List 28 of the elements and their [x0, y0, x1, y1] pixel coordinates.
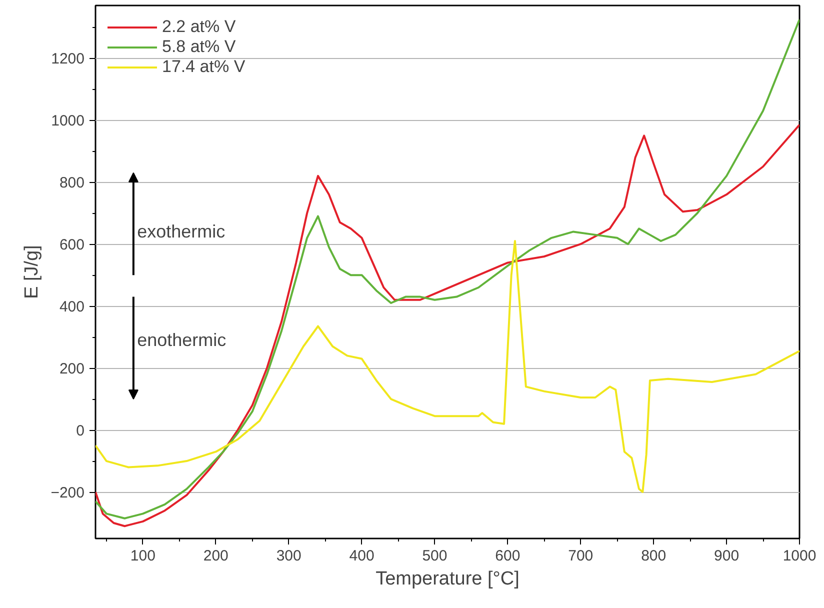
y-tick-label: 1200	[51, 50, 85, 68]
x-tick-label: 800	[641, 548, 666, 564]
y-tick-label: 200	[59, 360, 85, 378]
legend-label: 5.8 at% V	[162, 37, 236, 57]
x-tick-label: 200	[203, 548, 228, 564]
line-series	[96, 124, 800, 528]
legend-label: 17.4 at% V	[162, 57, 246, 77]
legend-label: 2.2 at% V	[162, 17, 236, 37]
x-tick-label: 700	[568, 548, 594, 564]
y-tick-label: 1000	[51, 112, 85, 130]
x-tick-label: 400	[349, 548, 374, 564]
annotation: enothermic	[137, 330, 226, 350]
annotation: exothermic	[137, 222, 226, 242]
y-tick-label: 400	[59, 298, 85, 316]
x-tick-label: 500	[422, 548, 448, 564]
y-tick-label: 600	[59, 236, 85, 254]
x-tick-label: 1000	[782, 548, 816, 564]
line-series	[96, 18, 800, 520]
x-tick-label: 600	[495, 548, 520, 564]
x-tick-label: 300	[276, 548, 302, 564]
y-tick-label: 0	[76, 422, 84, 440]
x-tick-label: 900	[714, 548, 740, 564]
x-tick-label: 100	[130, 548, 156, 564]
x-axis-title: Temperature [°C]	[376, 568, 520, 590]
y-tick-label: −200	[50, 484, 85, 502]
line-series	[96, 240, 800, 494]
y-axis-title: E [J/g]	[22, 245, 43, 299]
y-tick-label: 800	[59, 174, 85, 192]
